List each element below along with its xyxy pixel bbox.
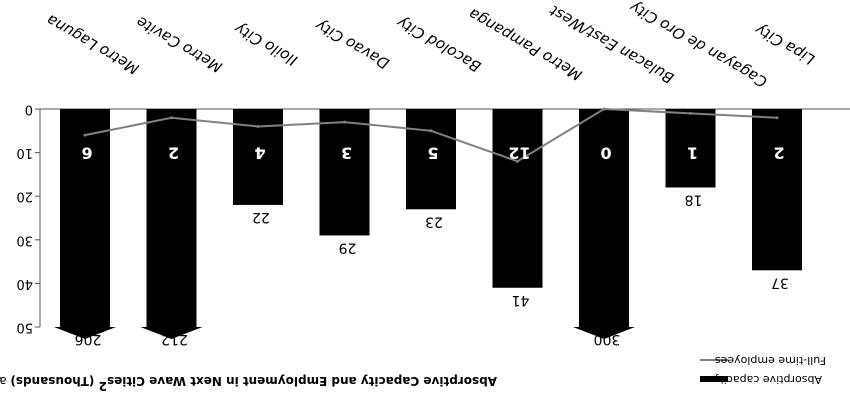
employees-point bbox=[343, 120, 346, 124]
capacity-value-label: 22 bbox=[252, 209, 270, 225]
y-tick-label: 50 bbox=[16, 320, 33, 335]
employees-value-label: 0 bbox=[600, 144, 611, 163]
y-tick-label: 20 bbox=[16, 189, 33, 204]
employees-point bbox=[170, 116, 173, 120]
employees-point bbox=[689, 111, 692, 115]
employees-line bbox=[83, 107, 779, 163]
employees-value-label: 12 bbox=[508, 144, 530, 163]
capacity-value-label: 300 bbox=[594, 331, 621, 347]
employees-value-label: 1 bbox=[687, 144, 698, 163]
employees-value-label: 5 bbox=[427, 144, 438, 163]
employees-point bbox=[602, 107, 606, 111]
category-label: Cagayan de Oro City bbox=[625, 0, 770, 91]
legend-label-capacity: Absorptive capacity bbox=[712, 373, 822, 386]
bar-absorptive-capacity bbox=[579, 109, 629, 327]
employees-point bbox=[775, 116, 779, 120]
bar-absorptive-capacity bbox=[146, 109, 197, 327]
break-wedge bbox=[54, 327, 116, 339]
category-label: Lipa City bbox=[751, 20, 818, 69]
y-tick-label: 0 bbox=[25, 102, 33, 117]
y-tick-label: 10 bbox=[16, 145, 33, 160]
y-tick-label: 40 bbox=[16, 276, 33, 291]
employees-value-label: 6 bbox=[81, 144, 92, 163]
employees-value-label: 4 bbox=[254, 144, 265, 163]
capacity-value-label: 37 bbox=[771, 274, 789, 290]
legend-swatch-capacity bbox=[700, 376, 728, 382]
title-superscript: 2 bbox=[99, 380, 107, 394]
title-date: as of April 2009 bbox=[0, 375, 10, 389]
capacity-value-label: 206 bbox=[75, 331, 102, 347]
category-label: Metro Cavite bbox=[133, 13, 225, 77]
chart-title-text: Absorptive Capacity and Employment in Ne… bbox=[0, 375, 497, 394]
capacity-value-label: 18 bbox=[685, 191, 703, 207]
title-main: Absorptive Capacity and Employment in Ne… bbox=[107, 375, 497, 389]
employees-value-label: 3 bbox=[341, 144, 352, 163]
employees-point bbox=[83, 133, 87, 137]
employees-point bbox=[429, 129, 433, 133]
y-tick-label: 30 bbox=[16, 232, 33, 247]
bars bbox=[54, 109, 802, 339]
capacity-value-label: 23 bbox=[425, 213, 443, 229]
legend-label-employees: Full-time employees bbox=[715, 354, 826, 367]
capacity-value-label: 41 bbox=[512, 292, 530, 308]
bar-absorptive-capacity bbox=[406, 109, 456, 210]
bar-absorptive-capacity bbox=[319, 109, 370, 236]
break-wedge bbox=[573, 327, 635, 339]
bar-absorptive-capacity bbox=[665, 109, 716, 188]
category-label: Metro Laguna bbox=[43, 11, 142, 78]
legend: Full-time employees Absorptive capacity bbox=[700, 354, 826, 386]
employees-value-label: 2 bbox=[773, 144, 784, 163]
chart-title: Absorptive Capacity and Employment in Ne… bbox=[0, 375, 497, 394]
bar-absorptive-capacity bbox=[752, 109, 802, 271]
bar-absorptive-capacity bbox=[492, 109, 543, 288]
title-units: (Thousands) bbox=[10, 375, 98, 389]
employees-point bbox=[516, 159, 519, 163]
capacity-value-label: 212 bbox=[161, 331, 188, 347]
category-label: Iloilo City bbox=[230, 19, 300, 70]
break-wedge bbox=[140, 327, 203, 339]
employees-value-label: 2 bbox=[168, 144, 179, 163]
bar-absorptive-capacity bbox=[60, 109, 110, 327]
capacity-value-label: 29 bbox=[339, 239, 357, 255]
category-label: Davao City bbox=[311, 16, 392, 73]
employees-point bbox=[256, 124, 260, 128]
